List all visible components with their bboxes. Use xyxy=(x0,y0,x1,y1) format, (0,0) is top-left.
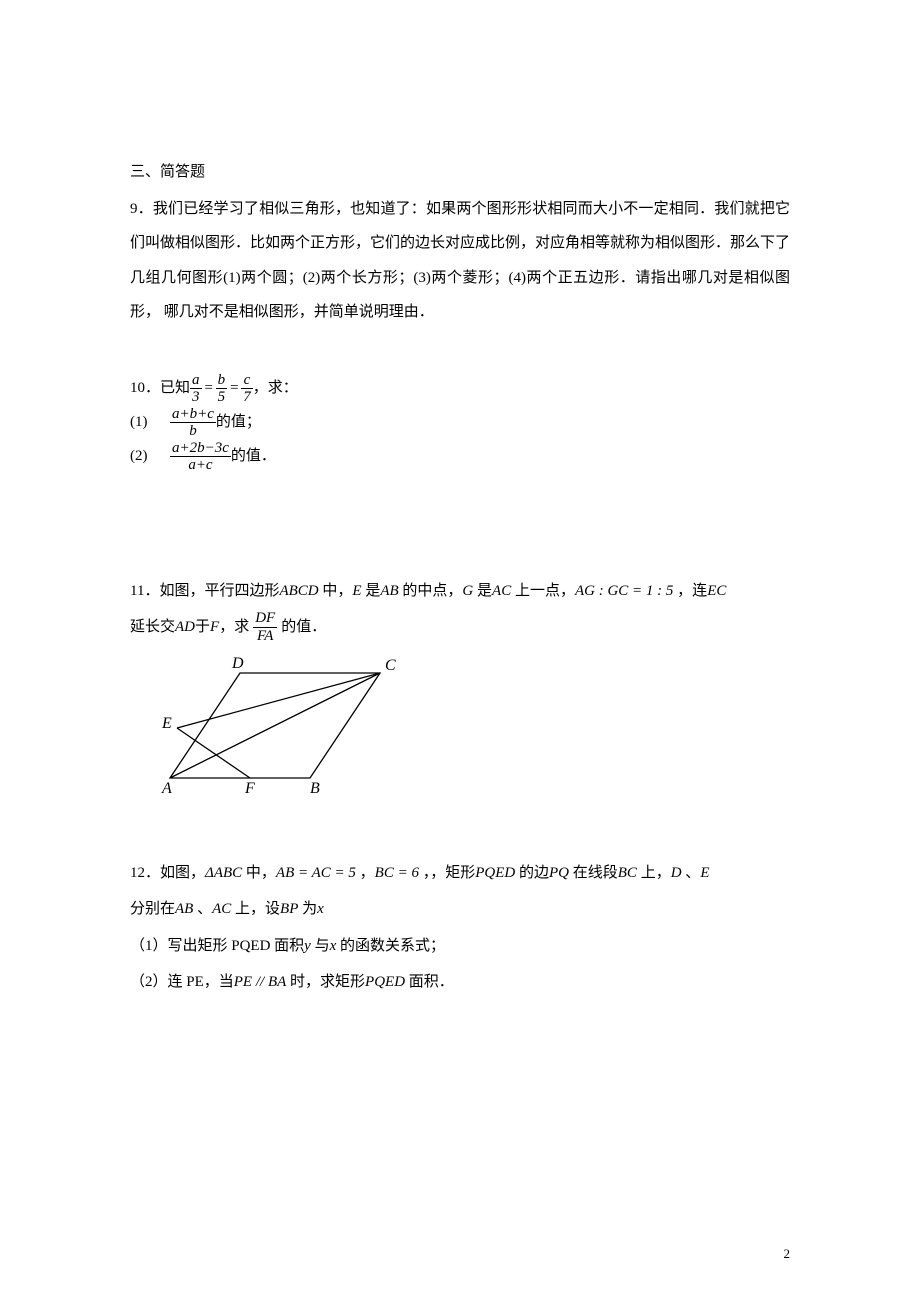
q10-frac-c: c7 xyxy=(241,372,253,406)
q11-figure: A B C D E F xyxy=(150,648,790,812)
q11-label-A: A xyxy=(161,780,172,797)
q10-p1-label: (1) xyxy=(130,409,170,436)
q10-suffix: ，求： xyxy=(253,375,298,402)
q10-p2-tail: 的值． xyxy=(231,443,276,470)
q9-text: 9．我们已经学习了相似三角形，也知道了：如果两个图形形状相同而大小不一定相同．我… xyxy=(130,192,790,330)
q12: 12．如图，ΔABC 中，AB = AC = 5 ，BC = 6 ，，矩形PQE… xyxy=(130,856,790,1000)
q10-frac-b: b5 xyxy=(216,372,228,406)
q10: 10．已知 a3 = b5 = c7 ，求： (1) a+b+cb 的值； (2… xyxy=(130,372,790,474)
section-heading: 三、简答题 xyxy=(130,155,790,190)
q10-p1-frac: a+b+cb xyxy=(170,406,216,440)
q10-p2-label: (2) xyxy=(130,443,170,470)
q11-label-C: C xyxy=(385,657,396,674)
page-number: 2 xyxy=(784,1246,791,1262)
q11-label-F: F xyxy=(244,780,255,797)
q11-frac: DFFA xyxy=(253,610,277,644)
q11-label-E: E xyxy=(161,715,172,732)
q11-label-D: D xyxy=(231,655,244,672)
q10-frac-a: a3 xyxy=(190,372,202,406)
q10-p1-tail: 的值； xyxy=(216,409,261,436)
q11-label-B: B xyxy=(310,780,320,797)
q10-p2-frac: a+2b−3ca+c xyxy=(170,440,231,474)
q11: 11．如图，平行四边形ABCD 中，E 是AB 的中点，G 是AC 上一点，AG… xyxy=(130,574,790,812)
q10-prefix: 10．已知 xyxy=(130,375,190,402)
